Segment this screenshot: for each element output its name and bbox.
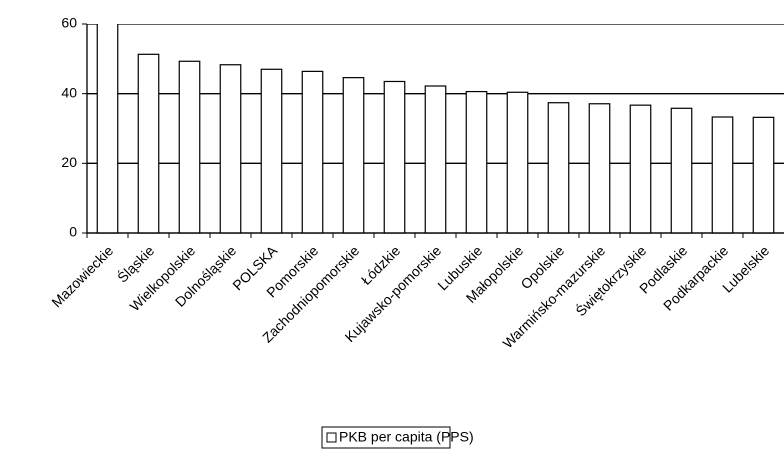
bar	[670, 107, 693, 234]
x-tick-label: Świętokrzyskie	[572, 242, 650, 320]
bar	[506, 91, 529, 234]
bar	[465, 90, 488, 234]
bar	[383, 80, 406, 234]
bar	[752, 116, 775, 234]
y-tick-label: 60	[61, 15, 77, 31]
bar	[96, 24, 119, 234]
bar	[219, 64, 242, 234]
bar	[547, 102, 570, 234]
x-tick-label: Mazowieckie	[48, 242, 116, 310]
y-tick-label: 40	[61, 84, 77, 100]
bar	[178, 60, 201, 234]
y-tick-label: 20	[61, 154, 77, 170]
y-tick-label: 0	[69, 224, 77, 240]
bar	[424, 85, 447, 234]
bar	[137, 53, 160, 234]
bar	[301, 70, 324, 234]
bar	[588, 103, 611, 234]
legend-swatch	[326, 432, 337, 443]
bar	[629, 104, 652, 234]
legend-label: PKB per capita (PPS)	[339, 429, 474, 445]
plot-area	[87, 24, 784, 234]
bar	[260, 68, 283, 234]
bar	[342, 77, 365, 234]
bar	[711, 116, 734, 234]
legend-box	[321, 426, 451, 449]
